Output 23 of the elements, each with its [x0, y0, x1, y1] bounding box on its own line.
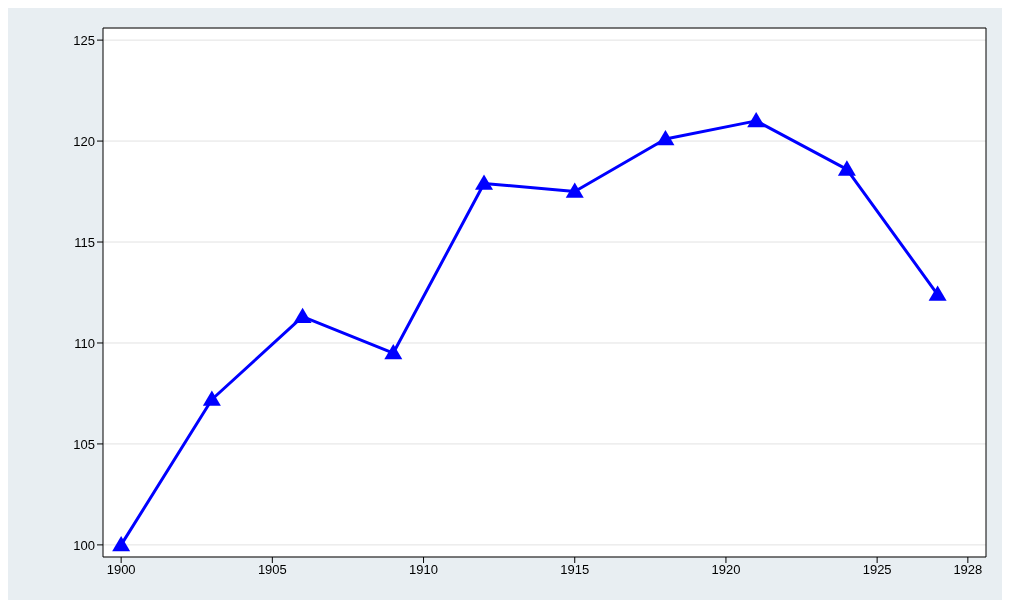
y-tick-label: 100 [73, 537, 95, 553]
x-tick-label: 1910 [409, 562, 438, 578]
point [202, 390, 221, 406]
y-tick-label: 105 [73, 436, 95, 452]
point [384, 344, 403, 360]
point [747, 111, 766, 128]
point [565, 182, 584, 198]
point [656, 130, 675, 146]
x-tick-label: 1900 [106, 562, 136, 578]
y-tick-label: 125 [73, 32, 95, 48]
y-tick-label: 120 [73, 133, 95, 149]
x-tick-label: 1920 [711, 562, 741, 578]
x-tick-label: 1928 [953, 562, 983, 578]
point [293, 307, 312, 324]
y-tick-label: 110 [74, 335, 95, 351]
point [928, 285, 947, 301]
point [837, 160, 856, 176]
x-tick-label: 1915 [560, 562, 590, 578]
y-tick-label: 115 [74, 234, 95, 250]
x-tick-label: 1925 [862, 562, 892, 578]
x-tick-label: 1905 [257, 562, 287, 578]
point [475, 174, 494, 190]
point [112, 535, 131, 552]
